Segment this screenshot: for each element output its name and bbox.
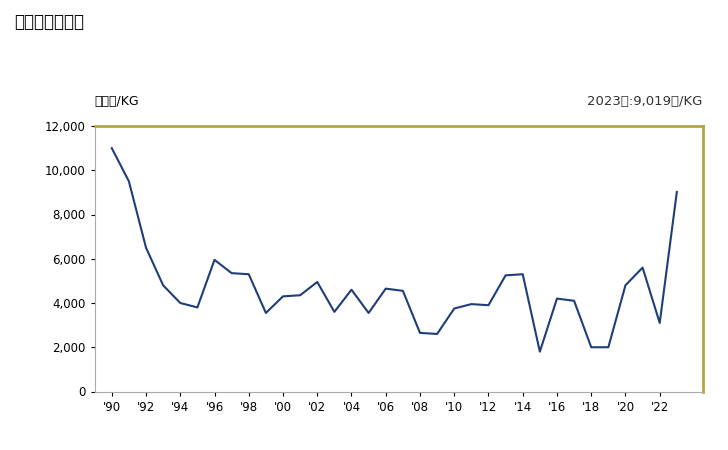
Text: 単位円/KG: 単位円/KG bbox=[95, 95, 139, 108]
Text: 輸入価格の推移: 輸入価格の推移 bbox=[15, 14, 84, 32]
Text: 2023年:9,019円/KG: 2023年:9,019円/KG bbox=[587, 95, 703, 108]
